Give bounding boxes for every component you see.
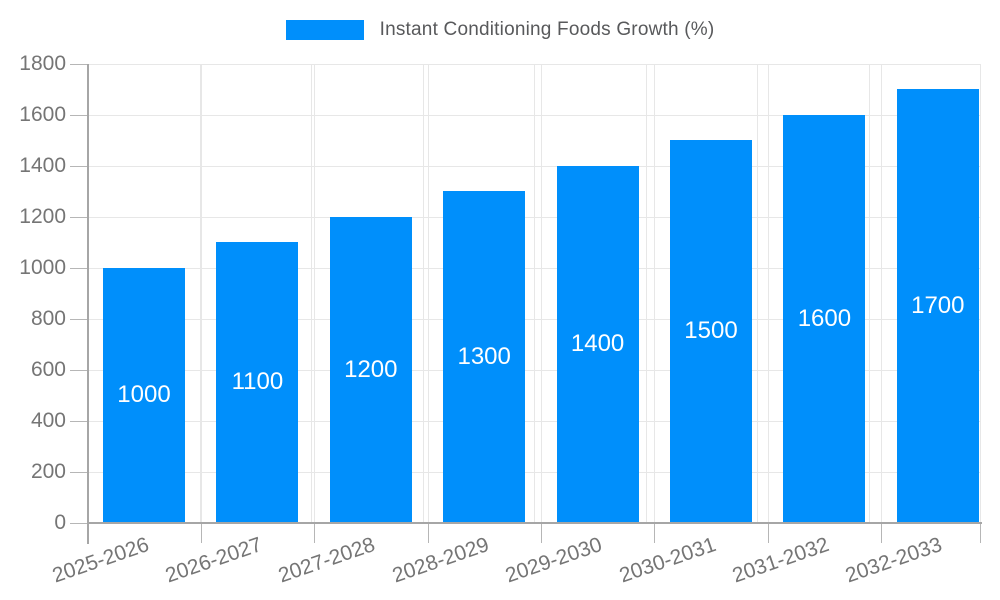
y-axis-tick-label: 1000 — [19, 255, 66, 279]
gridline-vertical — [422, 64, 424, 523]
legend-label: Instant Conditioning Foods Growth (%) — [379, 19, 715, 40]
bar[interactable] — [443, 191, 526, 523]
bar-value-label: 1700 — [911, 291, 965, 319]
y-axis-tick-label: 1200 — [19, 204, 66, 228]
x-axis-category-label: 2031-2032 — [729, 533, 832, 588]
gridline-vertical — [654, 64, 656, 523]
gridline-vertical — [427, 64, 429, 523]
bar-value-label: 1100 — [231, 368, 284, 396]
y-axis-tick — [70, 114, 88, 116]
gridline-vertical — [868, 64, 870, 523]
gridline-vertical — [314, 64, 316, 523]
y-axis-tick — [70, 471, 88, 473]
x-axis-category-label: 2029-2030 — [502, 533, 606, 588]
y-axis-tick-label: 1800 — [19, 52, 66, 75]
bar[interactable] — [103, 267, 185, 523]
x-axis-tick — [200, 522, 202, 543]
y-axis-tick-label: 1600 — [19, 102, 66, 126]
x-axis-tick — [767, 522, 769, 543]
x-axis-category-label: 2026-2027 — [162, 533, 265, 588]
bar[interactable] — [329, 216, 412, 523]
bar-value-label: 1200 — [344, 355, 398, 383]
x-axis-tick — [654, 522, 656, 543]
bar[interactable] — [896, 89, 979, 523]
x-axis-tick — [881, 522, 883, 543]
gridline-vertical — [534, 64, 535, 523]
bar-value-label: 1400 — [570, 330, 625, 358]
bar[interactable] — [216, 242, 299, 523]
y-axis-tick-label: 600 — [30, 357, 66, 381]
y-axis-tick-label: 800 — [30, 306, 66, 330]
y-axis-tick — [70, 165, 88, 167]
gridline-vertical — [980, 64, 981, 523]
gridline-vertical — [199, 64, 201, 523]
bar[interactable] — [783, 114, 866, 523]
bar-value-label: 1300 — [457, 342, 511, 370]
x-axis-category-label: 2025-2026 — [49, 533, 152, 588]
y-axis-tick-label: 200 — [30, 459, 66, 483]
y-axis-tick-label: 0 — [54, 510, 66, 534]
bar[interactable] — [670, 140, 752, 523]
y-axis-tick — [70, 420, 88, 422]
x-axis-category-label: 2027-2028 — [275, 533, 379, 588]
x-axis-line — [88, 521, 982, 524]
y-axis-line — [87, 64, 89, 544]
x-axis-tick — [980, 522, 981, 543]
y-axis-tick-label: 400 — [30, 408, 66, 432]
gridline-vertical — [311, 64, 312, 523]
bar-value-label: 1000 — [117, 381, 171, 409]
x-axis-tick — [314, 522, 316, 543]
y-axis-tick — [70, 522, 88, 524]
x-axis-category-label: 2032-2033 — [842, 533, 946, 588]
x-axis-category-label: 2030-2031 — [616, 533, 719, 588]
gridline-vertical — [200, 64, 202, 523]
y-axis-tick — [70, 216, 88, 218]
legend-marker-swatch[interactable] — [285, 20, 364, 40]
x-axis-tick — [540, 522, 542, 543]
y-axis-tick — [70, 267, 88, 269]
y-axis-tick-label: 1400 — [19, 153, 66, 177]
gridline-vertical — [645, 64, 647, 523]
y-axis-tick — [70, 64, 88, 65]
legend-item[interactable]: Instant Conditioning Foods Growth (%) — [0, 15, 1000, 45]
y-axis-tick — [70, 318, 88, 320]
bar-value-label: 1600 — [797, 304, 852, 332]
x-axis-tick — [427, 522, 429, 543]
y-axis-tick — [70, 369, 88, 371]
bar[interactable] — [556, 165, 639, 523]
gridline-vertical — [881, 64, 883, 523]
gridline-vertical — [757, 64, 758, 523]
gridline-vertical — [767, 64, 769, 523]
bar-value-label: 1500 — [684, 317, 738, 345]
gridline-vertical — [540, 64, 542, 523]
x-axis-category-label: 2028-2029 — [389, 533, 492, 588]
